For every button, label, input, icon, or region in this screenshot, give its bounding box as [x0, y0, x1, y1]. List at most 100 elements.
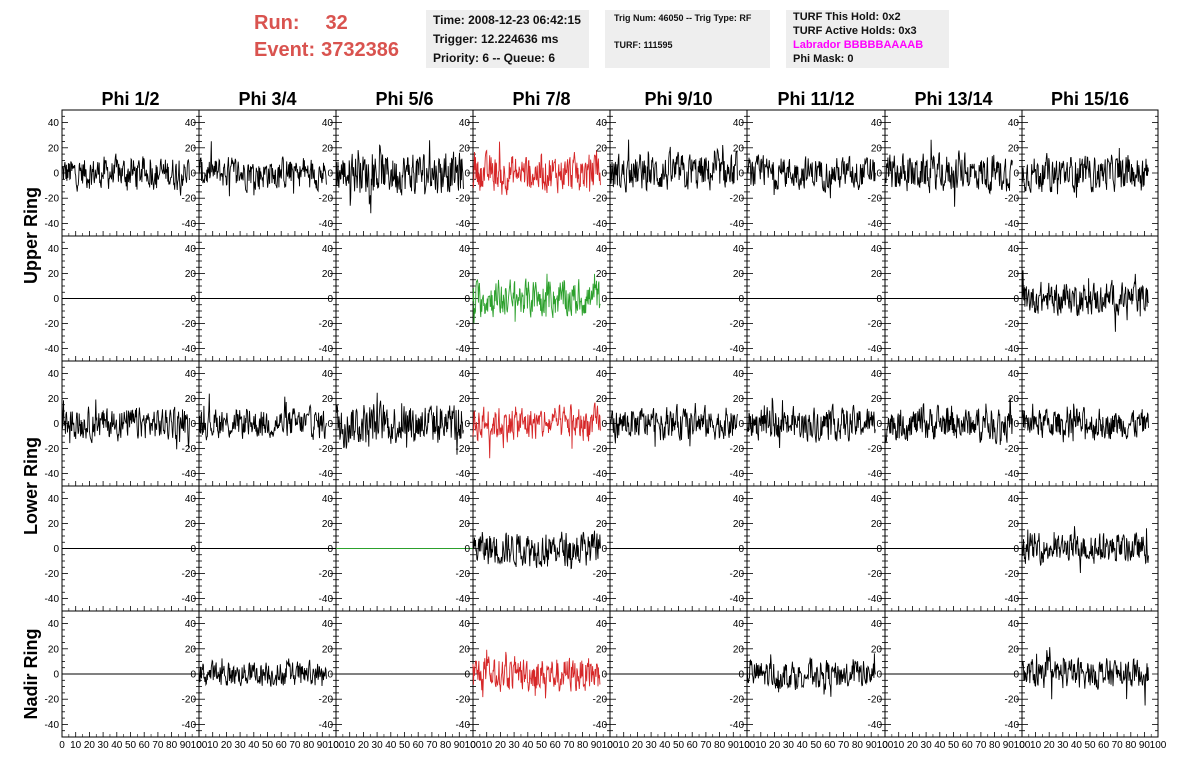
y-tick-label: 0 — [464, 544, 470, 555]
waveform-panel: -40 -20 0 20 40 — [593, 235, 748, 362]
y-tick-label: 40 — [322, 118, 334, 129]
x-tick-label: 80 — [1125, 740, 1137, 751]
waveform-panel: -40 -20 0 20 40 — [319, 485, 474, 612]
waveform-panel: -40 -20 0 20 40 — [1005, 360, 1159, 487]
y-tick-label: 40 — [322, 369, 334, 380]
y-tick-label: 0 — [601, 169, 607, 180]
y-tick-label: 40 — [871, 494, 883, 505]
y-tick-label: 0 — [327, 419, 333, 430]
x-tick-label: 50 — [399, 740, 411, 751]
y-tick-label: 0 — [53, 544, 59, 555]
y-tick-label: 0 — [327, 670, 333, 681]
y-tick-label: 40 — [48, 619, 60, 630]
waveform-panel: -40 -20 0 20 40 — [182, 109, 337, 237]
y-tick-label: 0 — [876, 544, 882, 555]
y-tick-label: 0 — [53, 294, 59, 305]
x-tick-label: 10 — [70, 740, 82, 751]
y-tick-label: 0 — [876, 169, 882, 180]
y-tick-label: 0 — [190, 670, 196, 681]
x-tick-label: 100 — [739, 740, 756, 751]
y-tick-label: -20 — [319, 695, 334, 706]
waveform-trace — [472, 649, 601, 699]
y-tick-label: 0 — [738, 544, 744, 555]
x-tick-label: 70 — [563, 740, 575, 751]
y-tick-label: -20 — [45, 319, 60, 330]
waveform-panel: -40 -20 0 20 40 — [45, 109, 200, 237]
priority-text: Priority: 6 -- Queue: 6 — [433, 51, 556, 65]
y-tick-label: 0 — [876, 294, 882, 305]
x-tick-label: 90 — [454, 740, 466, 751]
y-tick-label: -20 — [45, 695, 60, 706]
x-tick-label: 10 — [755, 740, 767, 751]
y-tick-label: 0 — [601, 670, 607, 681]
y-tick-label: -40 — [456, 344, 471, 355]
column-title: Phi 1/2 — [101, 89, 159, 109]
x-tick-label: 0 — [470, 740, 476, 751]
x-tick-label: 0 — [882, 740, 888, 751]
y-tick-label: 20 — [322, 143, 334, 154]
y-tick-label: -40 — [1005, 219, 1020, 230]
waveform-trace — [884, 397, 1013, 446]
y-tick-label: 0 — [1013, 670, 1019, 681]
x-tick-label: 0 — [1019, 740, 1025, 751]
y-tick-label: -20 — [182, 695, 197, 706]
y-tick-label: 0 — [327, 544, 333, 555]
x-tick-label: 50 — [536, 740, 548, 751]
y-tick-label: 40 — [1008, 118, 1020, 129]
x-tick-label: 20 — [907, 740, 919, 751]
x-tick-label: 70 — [700, 740, 712, 751]
y-tick-label: -20 — [593, 695, 608, 706]
y-tick-label: 20 — [596, 519, 608, 530]
column-title: Phi 7/8 — [512, 89, 570, 109]
y-tick-label: 20 — [322, 269, 334, 280]
waveform-trace — [472, 141, 601, 196]
y-tick-label: 40 — [1008, 494, 1020, 505]
y-tick-label: -40 — [730, 469, 745, 480]
y-tick-label: 0 — [1013, 544, 1019, 555]
x-tick-label: 50 — [262, 740, 274, 751]
waveform-panel: -40 -20 0 20 40 — [593, 109, 748, 237]
x-tick-label: 100 — [1014, 740, 1031, 751]
y-tick-label: -40 — [593, 219, 608, 230]
y-tick-label: -20 — [593, 444, 608, 455]
x-tick-label: 40 — [934, 740, 946, 751]
y-tick-label: -40 — [319, 344, 334, 355]
x-tick-label: 10 — [344, 740, 356, 751]
y-tick-label: 40 — [871, 244, 883, 255]
y-tick-label: -20 — [1005, 194, 1020, 205]
x-tick-label: 30 — [98, 740, 110, 751]
y-tick-label: 40 — [185, 118, 197, 129]
y-tick-label: 0 — [190, 169, 196, 180]
x-tick-label: 60 — [550, 740, 562, 751]
y-tick-label: 0 — [601, 294, 607, 305]
y-tick-label: 40 — [459, 369, 471, 380]
waveform-panel: -40 -20 0 20 40 — [456, 109, 611, 237]
y-tick-label: 20 — [871, 394, 883, 405]
trig-info-box: Trig Num: 46050 -- Trig Type: RF TURF: 1… — [605, 10, 770, 68]
x-tick-label: 40 — [522, 740, 534, 751]
y-tick-label: -20 — [182, 444, 197, 455]
y-tick-label: 20 — [871, 269, 883, 280]
y-tick-label: 0 — [601, 544, 607, 555]
y-tick-label: -20 — [868, 695, 883, 706]
waveform-panel: -40 -20 0 20 40 — [593, 360, 748, 487]
waveform-trace — [609, 402, 738, 447]
y-tick-label: -20 — [45, 444, 60, 455]
x-tick-label: 40 — [385, 740, 397, 751]
y-tick-label: 20 — [48, 394, 60, 405]
y-tick-label: -20 — [730, 444, 745, 455]
y-tick-label: 40 — [733, 619, 745, 630]
y-tick-label: -20 — [319, 319, 334, 330]
waveform-trace — [746, 646, 876, 697]
panel-frame — [1021, 610, 1159, 738]
waveform-panel: -40 -20 0 20 40 — [730, 485, 886, 612]
waveform-panel: -40 -20 0 20 40 — [45, 485, 200, 612]
y-tick-label: 0 — [464, 169, 470, 180]
x-tick-label: 70 — [152, 740, 164, 751]
waveform-panel: -40 -20 0 20 40 — [456, 485, 611, 612]
y-tick-label: -20 — [45, 569, 60, 580]
waveform-trace — [609, 139, 738, 193]
